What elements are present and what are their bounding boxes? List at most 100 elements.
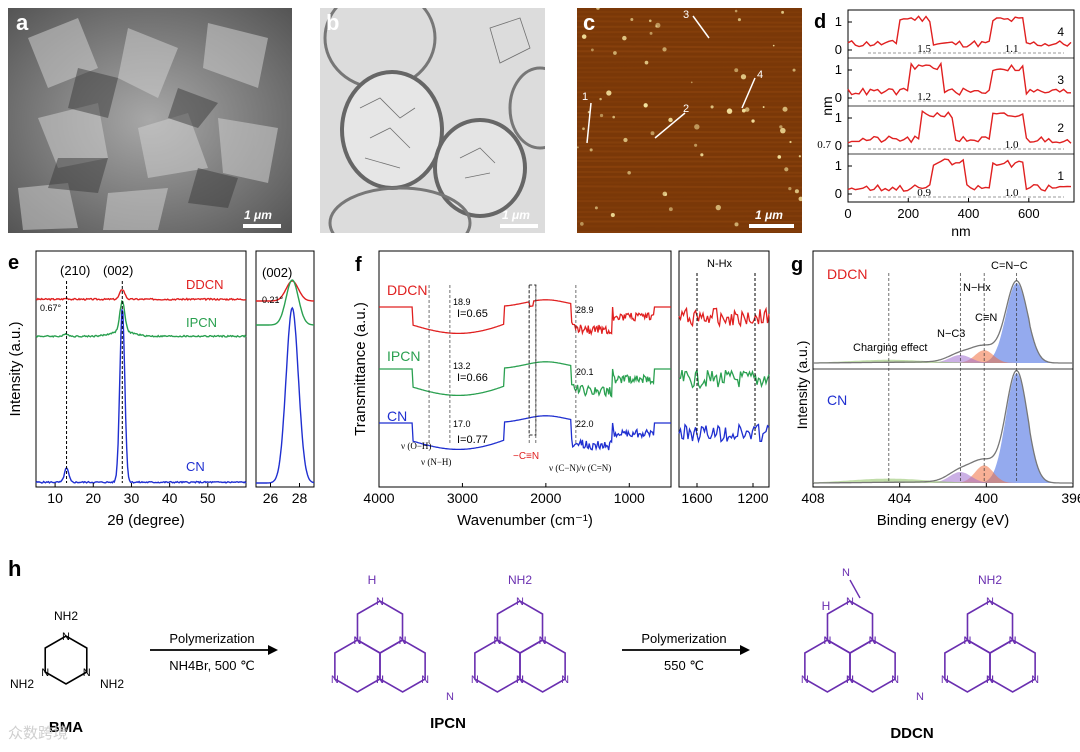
tem-image: b 1 μm — [320, 8, 545, 233]
e-series-ipcn: IPCN — [186, 315, 217, 330]
heptazine-ring — [335, 640, 380, 692]
heptazine-ring — [850, 640, 895, 692]
step2-bottom: 550 ℃ — [664, 658, 704, 673]
d-profile-line — [848, 16, 1071, 47]
panel-label-h: h — [8, 556, 21, 581]
atom-n: N — [846, 596, 854, 608]
atom-n: N — [846, 674, 854, 686]
heptazine-ring — [990, 640, 1035, 692]
atom-n: N — [516, 596, 524, 608]
scale-label-a: 1 μm — [244, 208, 272, 222]
heptazine-ring — [475, 640, 520, 692]
heptazine-ring — [827, 601, 872, 653]
f-cn-v2: 22.0 — [576, 419, 594, 429]
f-cn-v1: 17.0 — [453, 419, 471, 429]
atom-n: N — [41, 667, 49, 679]
d-ytick: 1 — [835, 14, 842, 29]
e-zoom-frame — [256, 251, 314, 487]
atom-n: N — [869, 635, 877, 647]
d-ylabel: nm — [819, 96, 835, 115]
g-comp-nc3: N−C3 — [937, 328, 965, 340]
f-xtick: 3000 — [447, 490, 478, 506]
atom-n: N — [986, 674, 994, 686]
f-series-cn: CN — [387, 408, 407, 424]
d-ytick: 0 — [835, 186, 842, 201]
sem-texture — [8, 8, 292, 233]
g-comp-cnc: C=N−C — [991, 260, 1028, 272]
e-ylabel: Intensity (a.u.) — [7, 321, 24, 416]
e-shift-1: 0.67° — [40, 303, 62, 313]
heptazine-ring — [945, 640, 990, 692]
e-shift-2: 0.21° — [262, 295, 284, 305]
d-ytick: 1 — [835, 62, 842, 77]
f-ipcn-v1: 13.2 — [453, 361, 471, 371]
panel-label-b: b — [326, 10, 339, 36]
g-series-cn: CN — [827, 392, 847, 408]
e-xtick: 10 — [47, 490, 63, 506]
tem-texture — [320, 8, 545, 233]
heptazine-ring — [357, 601, 402, 653]
e-series-ddcn: DDCN — [186, 277, 224, 292]
xps-chart: g 408404400396 Binding energy (eV) Inten… — [785, 245, 1080, 545]
atom-n: N — [823, 635, 831, 647]
d-height-annot: 1.0 — [1005, 187, 1019, 199]
d-xtick: 0 — [844, 206, 851, 221]
watermark: 众数跨境 — [8, 724, 68, 742]
d-xlabel: nm — [951, 223, 970, 239]
d-series-label: 3 — [1057, 73, 1064, 87]
step1-bottom: NH4Br, 500 ℃ — [169, 658, 254, 673]
atom-n: N — [1009, 635, 1017, 647]
g-xtick: 396 — [1061, 490, 1080, 506]
g-xtick: 404 — [888, 490, 912, 506]
atom-n: N — [986, 596, 994, 608]
atom-n: N — [842, 567, 850, 579]
d-height-annot: 1.2 — [917, 91, 931, 103]
g-xtick: 400 — [975, 490, 999, 506]
panel-label-f: f — [355, 254, 362, 276]
f-series-ddcn: DDCN — [387, 282, 427, 298]
afm-marker-3: 3 — [683, 9, 689, 21]
atom-n: N — [963, 635, 971, 647]
heptazine-ring — [380, 640, 425, 692]
f-ftir-line — [379, 362, 671, 397]
e-zoom-line — [256, 308, 314, 483]
atom-n: N — [941, 674, 949, 686]
d-xtick: 400 — [958, 206, 980, 221]
f-ddcn-v2: 28.9 — [576, 305, 594, 315]
f-band-nh: ν (N−H) — [421, 457, 451, 467]
atom-n: N — [539, 635, 547, 647]
atom-nh2: NH2 — [978, 573, 1002, 587]
atom-h: H — [368, 573, 377, 587]
label-ddcn: DDCN — [890, 725, 933, 742]
atom-n: N — [471, 674, 479, 686]
atom-n: N — [493, 635, 501, 647]
f-series-ipcn: IPCN — [387, 348, 420, 364]
f-ddcn-ratio: I=0.65 — [457, 308, 488, 320]
atom-n: N — [1031, 674, 1039, 686]
d-profile-line — [848, 159, 1071, 191]
f-zoom-xtick: 1600 — [681, 490, 712, 506]
f-cn-ratio: I=0.77 — [457, 434, 488, 446]
heptazine-ring — [520, 640, 565, 692]
scale-bar-b — [500, 224, 538, 228]
heptazine-ring — [805, 640, 850, 692]
e-zoom-xtick: 26 — [263, 490, 279, 506]
e-peak-002: (002) — [103, 263, 133, 278]
afm-marker-1: 1 — [582, 91, 588, 103]
g-component-fill — [813, 283, 1073, 363]
atom-n: N — [376, 674, 384, 686]
atom-n: N — [83, 667, 91, 679]
atom-n: N — [561, 674, 569, 686]
d-series-label: 4 — [1057, 25, 1064, 39]
f-xlabel: Wavenumber (cm⁻¹) — [457, 512, 593, 529]
e-xtick: 30 — [124, 490, 140, 506]
g-comp-charging: Charging effect — [853, 342, 927, 354]
atom-nh2: NH2 — [100, 677, 124, 691]
